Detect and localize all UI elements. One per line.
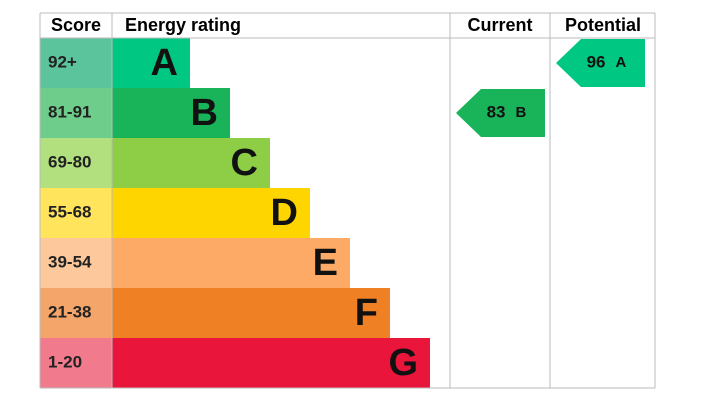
current-letter: B — [516, 104, 527, 121]
header-score: Score — [51, 15, 101, 35]
score-label: 21-38 — [48, 302, 91, 321]
rating-bar — [112, 238, 350, 288]
rating-bar — [112, 188, 310, 238]
score-cell — [40, 88, 112, 138]
score-cell — [40, 288, 112, 338]
rating-bar — [112, 38, 190, 88]
header-current: Current — [467, 15, 532, 35]
header-rating: Energy rating — [125, 15, 241, 35]
score-cell — [40, 188, 112, 238]
rating-letter: F — [355, 292, 378, 334]
rating-letter: G — [388, 342, 418, 384]
score-label: 92+ — [48, 52, 77, 71]
rating-bar — [112, 88, 230, 138]
score-cell — [40, 238, 112, 288]
rating-letter: E — [313, 242, 338, 284]
current-value: 83 — [487, 102, 506, 121]
score-label: 1-20 — [48, 352, 82, 371]
rating-bar — [112, 338, 430, 388]
potential-arrow — [556, 39, 645, 87]
rating-letter: D — [271, 192, 298, 234]
rating-letter: B — [191, 92, 218, 134]
rating-bar — [112, 138, 270, 188]
rating-letter: A — [151, 42, 178, 84]
score-cell — [40, 338, 112, 388]
score-label: 69-80 — [48, 152, 91, 171]
score-cell — [40, 38, 112, 88]
score-label: 55-68 — [48, 202, 91, 221]
potential-letter: A — [616, 54, 627, 71]
current-arrow — [456, 89, 545, 137]
score-label: 81-91 — [48, 102, 91, 121]
rating-letter: C — [231, 142, 258, 184]
rating-bar — [112, 288, 390, 338]
header-potential: Potential — [565, 15, 641, 35]
score-cell — [40, 138, 112, 188]
score-label: 39-54 — [48, 252, 92, 271]
potential-value: 96 — [587, 52, 606, 71]
